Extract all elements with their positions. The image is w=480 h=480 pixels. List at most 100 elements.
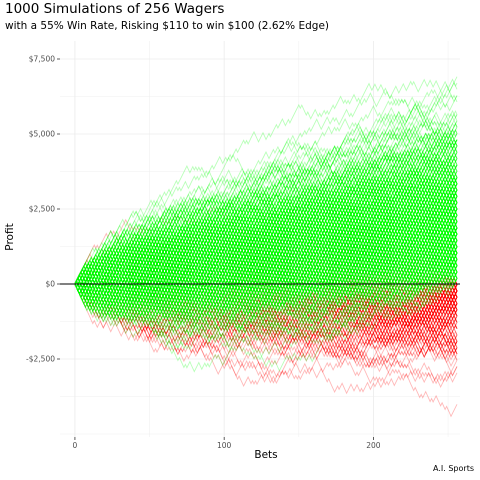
simulation-line xyxy=(74,179,458,303)
chart-caption: A.I. Sports xyxy=(433,464,474,473)
simulation-line xyxy=(74,253,458,292)
simulation-line xyxy=(74,230,458,295)
simulation-line xyxy=(74,261,458,324)
simulation-line xyxy=(74,168,458,297)
simulation-line xyxy=(74,247,458,312)
simulation-line xyxy=(74,257,458,332)
simulation-line xyxy=(74,205,458,298)
simulation-line xyxy=(74,255,458,325)
simulation-line xyxy=(74,276,458,328)
simulation-line xyxy=(74,242,458,313)
simulation-line xyxy=(74,251,458,289)
simulation-line xyxy=(74,261,458,329)
simulation-line xyxy=(74,258,458,339)
simulation-line xyxy=(74,254,458,355)
simulation-line xyxy=(74,249,458,320)
simulation-line xyxy=(74,158,458,301)
simulation-line xyxy=(74,266,458,329)
simulation-line xyxy=(74,189,458,293)
simulation-line xyxy=(74,235,458,319)
simulation-line xyxy=(74,270,458,326)
simulation-line xyxy=(74,168,458,297)
simulation-line xyxy=(74,264,458,302)
simulation-line xyxy=(74,131,458,295)
simulation-line xyxy=(74,206,458,313)
simulation-line xyxy=(74,199,458,294)
simulation-line xyxy=(74,273,458,346)
simulation-line xyxy=(74,175,458,315)
simulation-line xyxy=(74,227,458,300)
simulation-line xyxy=(74,195,458,296)
simulation-line xyxy=(74,264,458,333)
simulation-line xyxy=(74,238,458,297)
chart-title: 1000 Simulations of 256 Wagers xyxy=(5,1,225,17)
simulation-line xyxy=(74,234,458,320)
simulation-line xyxy=(74,269,458,332)
simulation-line xyxy=(74,172,458,324)
simulation-line xyxy=(74,193,458,294)
simulation-line xyxy=(74,280,458,385)
simulation-line xyxy=(74,270,458,331)
x-tick-label: 100 xyxy=(217,441,232,450)
simulation-line xyxy=(74,275,458,347)
simulation-line xyxy=(74,245,458,321)
simulation-line xyxy=(74,224,458,312)
simulation-line xyxy=(74,197,458,285)
simulation-line xyxy=(74,246,458,314)
simulation-line xyxy=(74,248,458,311)
simulation-paths xyxy=(74,76,458,418)
chart-subtitle: with a 55% Win Rate, Risking $110 to win… xyxy=(5,20,330,32)
simulation-line xyxy=(74,238,458,300)
simulation-line xyxy=(74,273,458,335)
simulation-line xyxy=(74,203,458,289)
simulation-line xyxy=(74,256,458,343)
simulation-line xyxy=(74,223,458,293)
simulation-line xyxy=(74,247,458,334)
simulation-line xyxy=(74,262,458,305)
simulation-line xyxy=(74,265,458,307)
simulation-line xyxy=(74,262,458,333)
simulation-line xyxy=(74,243,458,316)
simulation-line xyxy=(74,244,458,323)
simulation-line xyxy=(74,176,458,291)
simulation-line xyxy=(74,281,458,354)
simulation-line xyxy=(74,210,458,295)
simulation-line xyxy=(74,186,458,296)
simulation-line xyxy=(74,273,458,327)
simulation-line xyxy=(74,241,458,310)
simulation-line xyxy=(74,227,458,321)
simulation-line xyxy=(74,156,458,295)
simulation-line xyxy=(74,210,458,290)
simulation-line xyxy=(74,225,458,291)
simulation-line xyxy=(74,280,458,377)
y-tick-label: $5,000 xyxy=(29,130,55,139)
simulation-line xyxy=(74,279,458,355)
simulation-line xyxy=(74,254,458,299)
simulation-line xyxy=(74,279,458,340)
simulation-line xyxy=(74,233,458,314)
simulation-line xyxy=(74,246,458,316)
simulation-line xyxy=(74,144,458,300)
simulation-line xyxy=(74,283,458,382)
simulation-line xyxy=(74,223,458,307)
simulation-line xyxy=(74,197,458,304)
simulation-line xyxy=(74,269,458,318)
simulation-line xyxy=(74,218,458,311)
simulation-line xyxy=(74,259,458,311)
simulation-line xyxy=(74,207,458,300)
simulation-line xyxy=(74,216,458,293)
simulation-line xyxy=(74,273,458,338)
simulation-line xyxy=(74,234,458,307)
simulation-line xyxy=(74,246,458,355)
simulation-line xyxy=(74,279,458,349)
simulation-line xyxy=(74,202,458,289)
simulation-line xyxy=(74,252,458,335)
simulation-line xyxy=(74,258,458,316)
simulation-line xyxy=(74,245,458,325)
simulation-line xyxy=(74,249,458,310)
simulation-line xyxy=(74,246,458,330)
y-tick-label: $0 xyxy=(45,280,55,289)
simulation-line xyxy=(74,188,458,296)
simulation-line xyxy=(74,259,458,329)
simulation-line xyxy=(74,274,458,369)
